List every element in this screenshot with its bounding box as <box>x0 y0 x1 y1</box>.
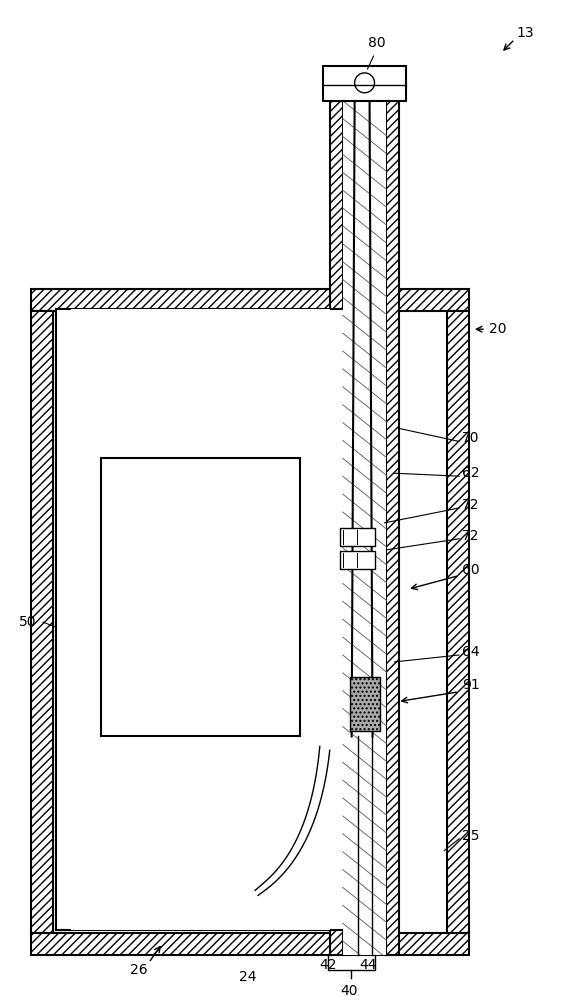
Text: 62: 62 <box>462 466 480 480</box>
Text: 64: 64 <box>462 645 480 659</box>
Bar <box>56 309 71 930</box>
Bar <box>323 66 406 101</box>
Bar <box>340 551 375 569</box>
Bar <box>343 101 387 955</box>
Bar <box>101 458 300 736</box>
Bar <box>31 311 53 933</box>
Text: 72: 72 <box>462 529 480 543</box>
Text: 40: 40 <box>340 984 357 998</box>
Text: 20: 20 <box>489 322 507 336</box>
Bar <box>447 311 469 933</box>
Bar <box>350 677 379 731</box>
Text: 50: 50 <box>19 615 37 629</box>
Text: 24: 24 <box>240 970 257 984</box>
Text: 26: 26 <box>130 963 148 977</box>
Text: 70: 70 <box>462 431 480 445</box>
Bar <box>56 309 344 930</box>
Bar <box>330 309 344 930</box>
Text: 25: 25 <box>462 829 480 843</box>
Text: 42: 42 <box>319 958 337 972</box>
Text: 91: 91 <box>462 678 480 692</box>
Text: 44: 44 <box>359 958 376 972</box>
Bar <box>387 101 399 955</box>
Bar <box>340 528 375 546</box>
Bar <box>71 309 330 930</box>
Text: 60: 60 <box>462 563 480 577</box>
Text: 13: 13 <box>517 26 535 40</box>
Text: 72: 72 <box>462 498 480 512</box>
Bar <box>53 311 447 933</box>
Bar <box>31 933 469 955</box>
Bar <box>31 289 469 311</box>
Bar <box>330 101 343 955</box>
Text: 80: 80 <box>367 36 385 50</box>
